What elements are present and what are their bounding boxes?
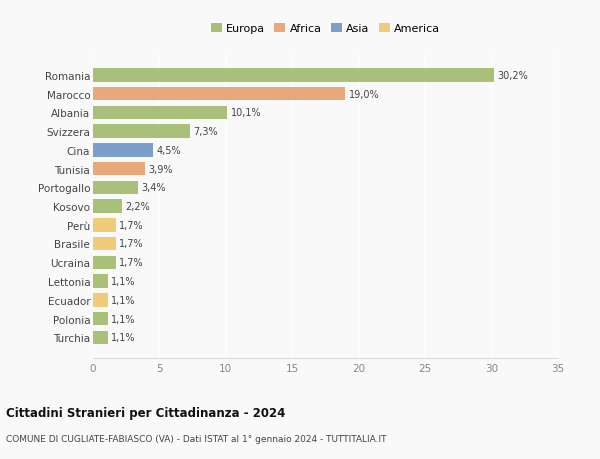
Text: 30,2%: 30,2% [497, 71, 528, 81]
Text: 1,7%: 1,7% [119, 239, 143, 249]
Bar [93, 69, 494, 82]
Text: 10,1%: 10,1% [230, 108, 261, 118]
Text: 2,2%: 2,2% [125, 202, 151, 212]
Bar [93, 256, 116, 269]
Bar [93, 88, 346, 101]
Bar [93, 274, 107, 288]
Bar [93, 106, 227, 120]
Bar [93, 331, 107, 344]
Text: 4,5%: 4,5% [156, 146, 181, 156]
Text: 19,0%: 19,0% [349, 90, 379, 99]
Bar [93, 218, 116, 232]
Bar [93, 181, 138, 195]
Text: COMUNE DI CUGLIATE-FABIASCO (VA) - Dati ISTAT al 1° gennaio 2024 - TUTTITALIA.IT: COMUNE DI CUGLIATE-FABIASCO (VA) - Dati … [6, 434, 386, 443]
Text: 1,1%: 1,1% [111, 332, 136, 342]
Text: 3,9%: 3,9% [148, 164, 173, 174]
Bar [93, 200, 122, 213]
Bar [93, 293, 107, 307]
Text: 1,1%: 1,1% [111, 314, 136, 324]
Text: 1,1%: 1,1% [111, 276, 136, 286]
Bar [93, 144, 153, 157]
Text: 3,4%: 3,4% [142, 183, 166, 193]
Bar [93, 312, 107, 325]
Legend: Europa, Africa, Asia, America: Europa, Africa, Asia, America [209, 21, 442, 36]
Text: 1,7%: 1,7% [119, 220, 143, 230]
Bar [93, 125, 190, 139]
Text: 7,3%: 7,3% [193, 127, 218, 137]
Text: 1,1%: 1,1% [111, 295, 136, 305]
Bar [93, 237, 116, 251]
Text: Cittadini Stranieri per Cittadinanza - 2024: Cittadini Stranieri per Cittadinanza - 2… [6, 406, 286, 419]
Text: 1,7%: 1,7% [119, 257, 143, 268]
Bar [93, 162, 145, 176]
